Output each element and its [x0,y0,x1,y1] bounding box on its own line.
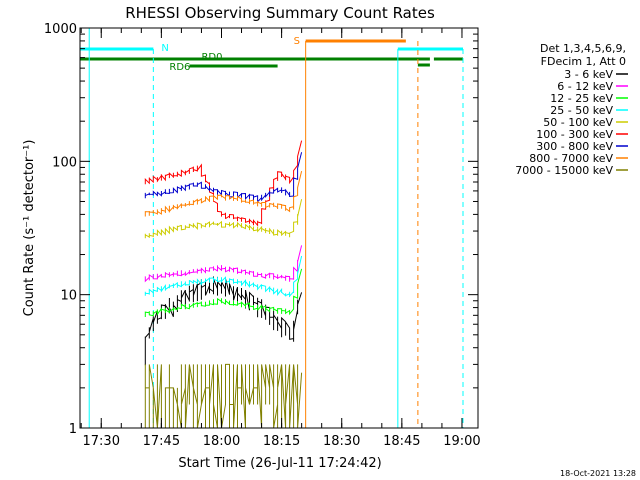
series-line-6-12-kev [144,245,303,283]
x-tick-label: 19:00 [443,434,480,449]
y-axis-label: Count Rate (s⁻¹ detector⁻¹) [22,140,37,317]
axes: 1 10 100 1000 17:30 17:45 18:00 18:15 18:30 18:45… [44,22,481,449]
x-tick-label: 18:00 [203,434,240,449]
legend-entry-label: 3 - 6 keV [564,68,613,81]
series-line-3-6-kev [144,276,303,366]
y-tick-label: 1 [69,422,77,437]
series-line-50-100-kev [144,199,303,239]
legend-entry-label: 100 - 300 keV [536,128,613,141]
rd6-annotation: RD6 [169,62,190,73]
x-axis-label: Start Time (26-Jul-11 17:24:42) [178,456,381,471]
legend-entry-label: 300 - 800 keV [536,140,613,153]
series-line-300-800-kev [144,152,303,204]
x-tick-label: 17:30 [83,434,120,449]
series-line-12-25-kev [144,268,303,317]
x-tick-label: 18:30 [323,434,360,449]
legend: Det 1,3,4,5,6,9,FDecim 1, Att 03 - 6 keV… [515,42,628,177]
series-line-100-300-kev [144,140,303,227]
x-tick-label: 18:15 [263,434,300,449]
x-tick-label: 18:45 [383,434,420,449]
timestamp-footer: 18-Oct-2021 13:28 [560,469,636,478]
legend-header-line: FDecim 1, Att 0 [541,55,626,68]
legend-entry-label: 25 - 50 keV [550,104,613,117]
y-tick-label: 100 [52,155,77,170]
chart-title: RHESSI Observing Summary Count Rates [125,4,435,22]
x-tick-label: 17:45 [143,434,180,449]
rd0-annotation: RD0 [201,52,222,63]
series-line-7000-15000-kev [144,363,303,429]
series-line-25-50-kev [144,255,303,298]
s-annotation: S [294,36,300,47]
series-layer [144,140,303,429]
series-line-800-7000-kev [144,170,303,217]
plot-frame [79,27,479,429]
legend-entry-label: 50 - 100 keV [543,116,613,129]
legend-entry-label: 800 - 7000 keV [529,152,613,165]
n-annotation: N [161,43,168,54]
timeline-bars: N RD0 RD6 S [80,28,464,428]
legend-entry-label: 6 - 12 keV [557,80,613,93]
legend-header-line: Det 1,3,4,5,6,9, [540,42,626,55]
legend-entry-label: 12 - 25 keV [550,92,613,105]
y-tick-label: 10 [60,289,77,304]
y-tick-label: 1000 [44,22,77,37]
legend-entry-label: 7000 - 15000 keV [515,164,613,177]
